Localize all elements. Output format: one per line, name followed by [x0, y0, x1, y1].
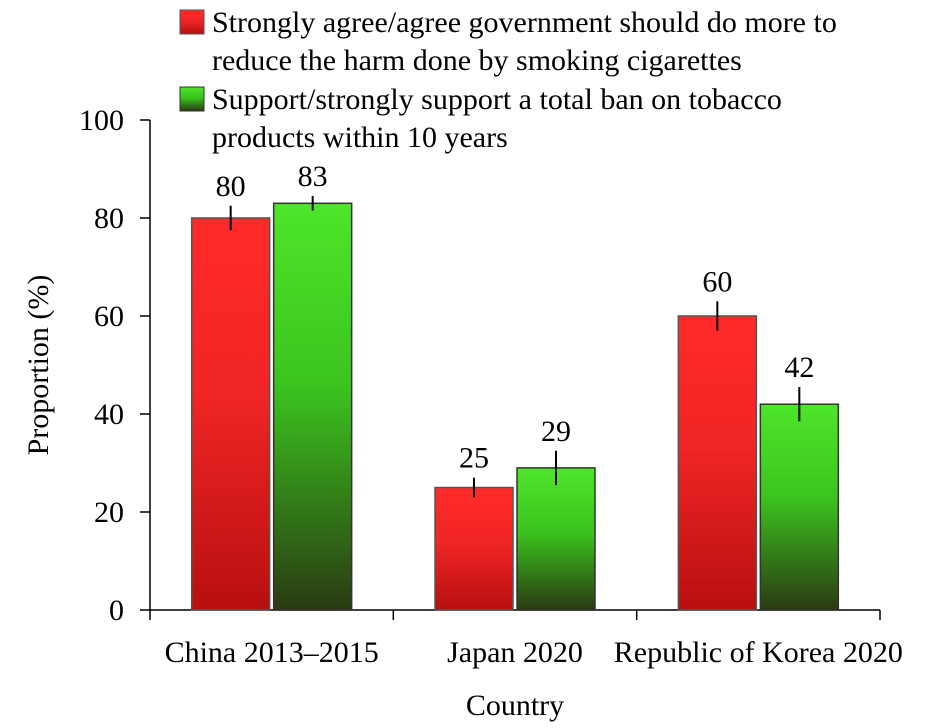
y-tick-label: 40	[94, 398, 124, 431]
legend-swatch-series-1	[179, 9, 205, 35]
data-label-series-2-1: 29	[541, 415, 571, 448]
legend-label-series-1-line-2: reduce the harm done by smoking cigarett…	[212, 44, 742, 77]
bar-series-2-1	[516, 467, 596, 611]
bar-series-1-1	[434, 486, 514, 611]
legend: Strongly agree/agree government should d…	[179, 6, 837, 154]
x-tick-label: Japan 2020	[447, 636, 583, 669]
legend-swatch-series-2	[179, 86, 205, 112]
y-tick-label: 80	[94, 202, 124, 235]
y-tick-label: 0	[109, 594, 124, 627]
bars	[190, 202, 840, 611]
data-label-series-1-1: 25	[459, 442, 489, 475]
data-label-series-1-0: 80	[216, 170, 246, 203]
y-axis-title: Proportion (%)	[22, 275, 55, 456]
legend-label-series-2-line-1: Support/strongly support a total ban on …	[212, 83, 782, 116]
data-label-series-2-2: 42	[784, 351, 814, 384]
x-tick-label: Republic of Korea 2020	[614, 636, 903, 669]
x-tick-label: China 2013–2015	[165, 636, 379, 669]
bar-series-2-2	[759, 403, 840, 611]
x-axis-title: Country	[466, 689, 564, 722]
bar-series-2-0	[272, 202, 353, 611]
data-label-series-2-0: 83	[298, 160, 328, 193]
y-tick-label: 20	[94, 496, 124, 529]
y-tick-label: 100	[79, 104, 124, 137]
bar-series-1-2	[677, 315, 758, 611]
legend-label-series-1-line-1: Strongly agree/agree government should d…	[212, 6, 837, 39]
bar-series-1-0	[190, 217, 271, 611]
data-label-series-1-2: 60	[702, 265, 732, 298]
y-tick-label: 60	[94, 300, 124, 333]
data-labels: 80 83 25 29 60 42	[216, 160, 815, 475]
error-bars	[229, 195, 801, 498]
x-axis-ticks: China 2013–2015 Japan 2020 Republic of Kor…	[149, 610, 903, 669]
legend-label-series-2-line-2: products within 10 years	[212, 121, 508, 154]
y-axis-ticks: 0 20 40 60 80 100	[79, 104, 150, 627]
